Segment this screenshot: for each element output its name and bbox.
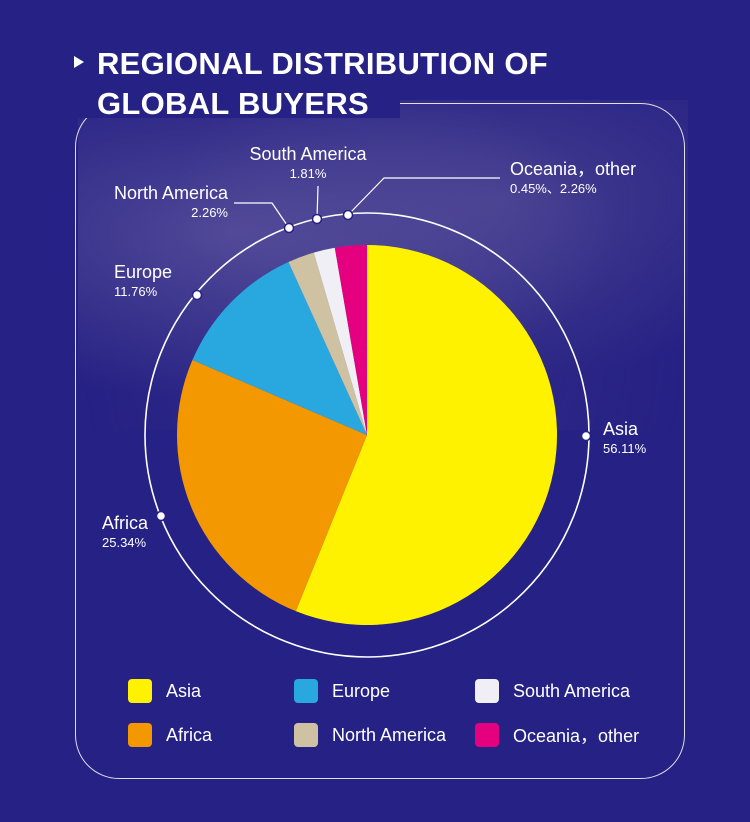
- title-arrow-icon: [74, 56, 84, 68]
- callout-dot: [580, 430, 592, 442]
- legend: Asia Europe South America Africa North A…: [128, 678, 668, 748]
- legend-label: Africa: [166, 724, 213, 745]
- pie-slice-north-america: [288, 252, 367, 435]
- slice-label-value: 0.45%、2.26%: [510, 181, 597, 196]
- frame-mask: [70, 90, 400, 118]
- slice-label-name: Oceania，other: [510, 159, 636, 179]
- pie-slice-south-america: [313, 247, 367, 435]
- slice-label-value: 11.76%: [114, 284, 158, 299]
- legend-swatch: [294, 679, 318, 703]
- legend-label: South America: [513, 680, 631, 701]
- legend-swatch: [128, 723, 152, 747]
- legend-swatch: [128, 679, 152, 703]
- legend-item: Africa: [128, 722, 294, 748]
- pie-slice-africa: [177, 360, 367, 612]
- legend-item: Asia: [128, 678, 294, 704]
- legend-label: North America: [332, 724, 447, 745]
- legend-label: Europe: [332, 680, 391, 701]
- pie-slice-europe: [192, 261, 367, 435]
- legend-item: Oceania，other: [475, 722, 665, 748]
- callout-line: [316, 185, 319, 220]
- legend-label: Oceania，other: [513, 726, 640, 746]
- callout-dot: [283, 222, 295, 234]
- slice-label-value: 1.81%: [290, 166, 327, 181]
- callout-dot: [311, 213, 323, 225]
- slice-label-name: Europe: [114, 262, 172, 282]
- pie-slice-asia: [295, 245, 558, 625]
- slice-label-name: Africa: [102, 513, 149, 533]
- slice-label-name: South America: [249, 144, 367, 164]
- slice-label-name: Asia: [603, 419, 639, 439]
- callout-line: [234, 202, 290, 229]
- callout-dot: [155, 510, 167, 522]
- slice-label-value: 2.26%: [191, 205, 228, 220]
- legend-item: South America: [475, 678, 665, 704]
- legend-item: North America: [294, 722, 475, 748]
- slice-label-value: 56.11%: [603, 441, 647, 456]
- legend-swatch: [475, 723, 499, 747]
- page-title: REGIONAL DISTRIBUTION OF GLOBAL BUYERS: [97, 46, 548, 121]
- legend-label: Asia: [166, 680, 202, 701]
- legend-swatch: [475, 679, 499, 703]
- slice-label-name: North America: [114, 183, 229, 203]
- pie-slice-oceania-other: [334, 245, 367, 435]
- legend-item: Europe: [294, 678, 475, 704]
- legend-swatch: [294, 723, 318, 747]
- slice-label-value: 25.34%: [102, 535, 147, 550]
- callout-dot: [191, 289, 203, 301]
- callout-line: [347, 177, 500, 216]
- callout-dot: [342, 209, 354, 221]
